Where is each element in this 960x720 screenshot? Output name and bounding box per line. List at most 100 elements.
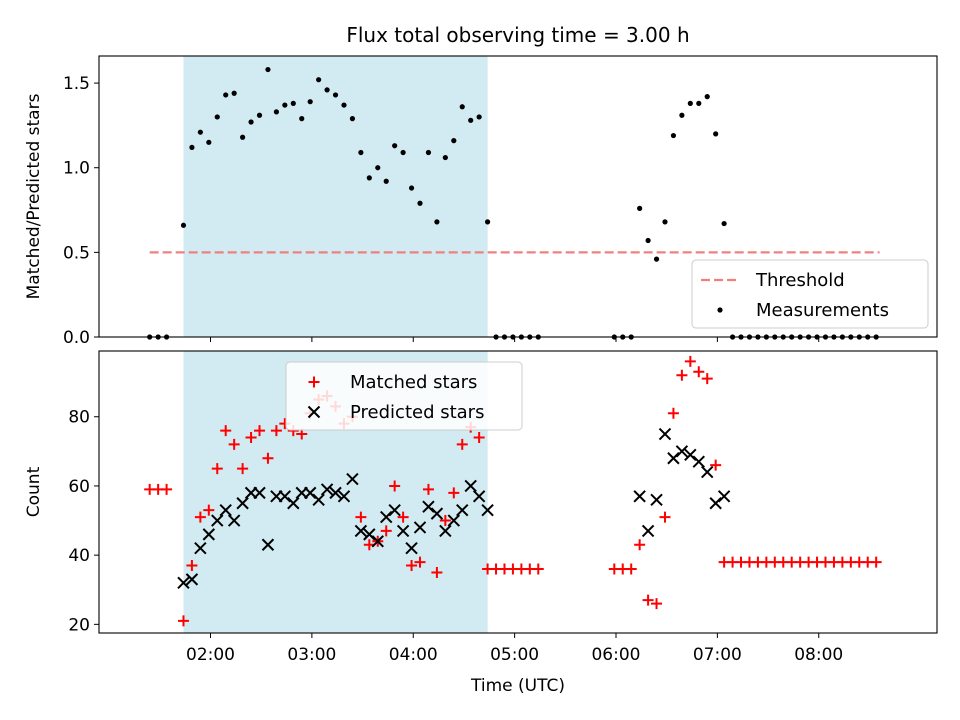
legend-label: Measurements <box>756 300 889 321</box>
data-point <box>303 486 317 500</box>
data-point <box>468 117 474 123</box>
data-point <box>299 116 305 122</box>
data-point <box>676 369 688 381</box>
y-axis-label: Matched/Predicted stars <box>24 93 44 299</box>
data-point <box>397 511 409 523</box>
data-point <box>414 556 426 568</box>
data-point <box>186 560 198 572</box>
data-point <box>637 205 643 211</box>
data-point <box>380 510 393 524</box>
data-point <box>332 92 339 98</box>
data-point <box>448 487 460 499</box>
data-point <box>177 576 190 590</box>
data-point <box>324 87 330 93</box>
data-point <box>439 524 452 538</box>
data-point <box>240 134 246 140</box>
data-point <box>392 143 398 149</box>
data-point <box>211 514 224 527</box>
data-point <box>684 448 697 462</box>
data-point <box>180 222 187 228</box>
data-point <box>341 102 347 108</box>
data-point <box>262 452 274 464</box>
data-point <box>667 452 680 465</box>
data-point <box>659 511 671 523</box>
top-panel: 0.0 0.5 1.0 1.5 Matched/Predicted stars Thres… <box>24 55 938 348</box>
data-point <box>380 525 392 537</box>
data-point <box>417 200 423 206</box>
legend-label: Predicted stars <box>350 402 484 423</box>
data-point <box>253 486 266 500</box>
data-point <box>237 463 249 475</box>
data-point <box>422 483 434 495</box>
data-point <box>228 438 240 450</box>
data-point <box>645 237 651 244</box>
y-tick-label: 60 <box>68 477 90 497</box>
data-point <box>236 497 249 510</box>
data-point <box>346 472 359 486</box>
data-point <box>214 114 220 120</box>
data-point <box>400 149 406 156</box>
data-point <box>464 479 477 493</box>
data-point <box>282 102 288 108</box>
data-point <box>197 129 203 135</box>
x-tick-label: 05:00 <box>490 645 539 665</box>
data-point <box>484 219 491 225</box>
data-point <box>194 542 207 555</box>
data-point <box>710 459 722 471</box>
data-point <box>270 425 282 437</box>
data-point <box>425 149 432 156</box>
data-point <box>634 539 646 551</box>
data-point <box>684 355 696 367</box>
data-point <box>389 480 401 492</box>
data-point <box>406 560 418 572</box>
legend-handle <box>717 307 723 313</box>
data-point <box>375 165 381 171</box>
data-point <box>363 528 376 541</box>
data-point <box>366 175 372 181</box>
data-point <box>256 112 263 118</box>
data-point <box>456 438 468 450</box>
data-point <box>431 566 443 578</box>
data-point <box>405 542 418 555</box>
data-point <box>532 563 544 575</box>
data-point <box>481 503 494 517</box>
data-point <box>161 483 173 495</box>
data-point <box>692 455 705 468</box>
data-point <box>658 427 672 441</box>
data-point <box>290 100 296 106</box>
data-point <box>185 573 199 586</box>
data-point <box>670 132 677 139</box>
x-tick-label: 03:00 <box>287 645 336 665</box>
data-point <box>337 490 351 503</box>
data-point <box>202 528 216 541</box>
data-point <box>219 503 232 517</box>
data-point <box>442 154 448 161</box>
legend-handle <box>308 376 320 388</box>
data-point <box>371 535 384 548</box>
data-point <box>653 256 660 262</box>
data-point <box>704 94 710 100</box>
chart-title: Flux total observing time = 3.00 h <box>346 23 689 47</box>
y-tick-label: 0.0 <box>63 328 90 348</box>
data-point <box>278 490 292 503</box>
legend-box <box>691 259 929 329</box>
y-tick-label: 1.0 <box>63 159 90 179</box>
data-point <box>701 373 713 385</box>
data-point <box>625 563 637 575</box>
legend-label: Matched stars <box>350 372 477 393</box>
data-point <box>220 425 232 437</box>
data-point <box>642 594 654 606</box>
data-point <box>206 139 212 145</box>
data-point <box>713 131 719 137</box>
data-point <box>355 511 367 523</box>
data-point <box>709 497 722 510</box>
y-tick-label: 0.5 <box>63 243 90 263</box>
data-point <box>717 490 731 503</box>
data-point <box>693 366 705 378</box>
data-point <box>662 219 668 225</box>
data-point <box>447 514 461 527</box>
data-point <box>177 615 189 627</box>
data-point <box>459 104 465 110</box>
data-point <box>408 185 415 191</box>
